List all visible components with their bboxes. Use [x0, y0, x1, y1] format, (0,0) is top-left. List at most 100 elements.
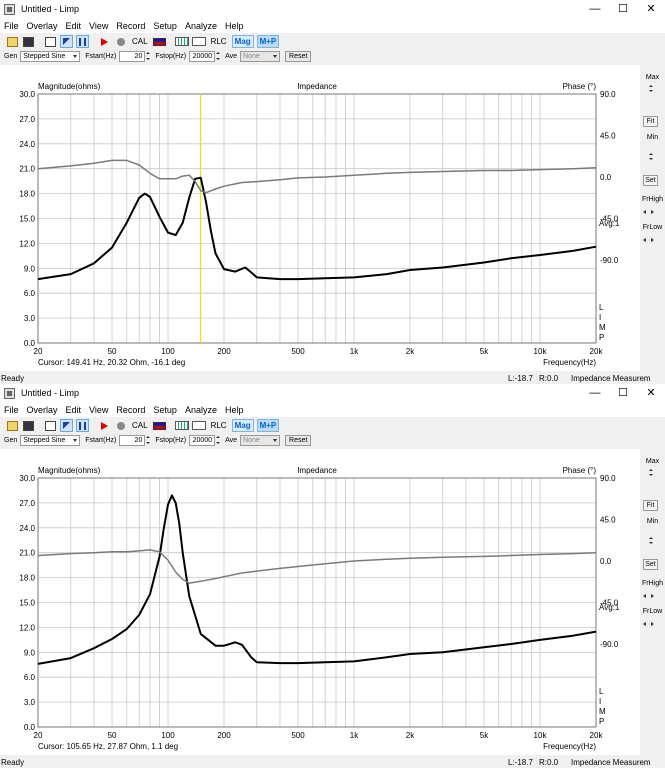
max-spinner[interactable] — [647, 84, 654, 93]
pause-icon[interactable] — [76, 419, 89, 432]
fstop-label: Fstop(Hz) — [155, 436, 187, 444]
title-bar: Untitled - Limp — ☐ ✕ — [0, 0, 665, 18]
ave-select[interactable]: None — [240, 434, 281, 446]
fstop-input[interactable]: 20000 — [189, 50, 216, 62]
menu-view[interactable]: View — [89, 20, 109, 31]
reset-button[interactable]: Reset — [285, 434, 312, 446]
min-label: Min — [646, 518, 659, 525]
fstart-input[interactable]: 20 — [119, 434, 146, 446]
open-icon[interactable] — [6, 419, 19, 432]
cal-button[interactable]: CAL — [132, 421, 148, 430]
mp-button[interactable]: M+P — [256, 419, 280, 432]
flag-icon[interactable] — [152, 35, 166, 48]
menu-edit[interactable]: Edit — [65, 20, 82, 31]
pause-icon[interactable] — [76, 35, 89, 48]
fit-button[interactable]: Fit — [643, 116, 658, 127]
minimize-button[interactable]: — — [589, 3, 601, 15]
close-button[interactable]: ✕ — [646, 387, 656, 399]
record-icon[interactable] — [114, 419, 127, 432]
generator-type-value: Stepped Sine — [23, 436, 66, 444]
menu-record[interactable]: Record — [116, 20, 146, 31]
marker-icon[interactable] — [60, 35, 73, 48]
max-spinner[interactable] — [647, 468, 654, 477]
new-icon[interactable] — [44, 419, 57, 432]
x-tick-label: 20 — [34, 731, 43, 740]
toolbar: CAL RLC Mag M+P — [0, 418, 665, 433]
save-icon[interactable] — [22, 35, 35, 48]
cursor-readout: Cursor: 105.65 Hz, 27.87 Ohm, 1.1 deg — [38, 742, 178, 751]
menu-analyze[interactable]: Analyze — [184, 404, 217, 415]
menu-overlay[interactable]: Overlay — [26, 20, 58, 31]
x-tick-label: 100 — [161, 347, 175, 356]
fstop-spinner[interactable] — [215, 435, 221, 446]
maximize-button[interactable]: ☐ — [618, 3, 628, 15]
mp-button[interactable]: M+P — [256, 35, 280, 48]
y-tick-label: 6.0 — [24, 289, 36, 298]
ave-select[interactable]: None — [240, 50, 281, 62]
fit-button[interactable]: Fit — [643, 500, 658, 511]
close-button[interactable]: ✕ — [646, 3, 656, 15]
fstart-input[interactable]: 20 — [119, 50, 146, 62]
cal-button[interactable]: CAL — [132, 37, 148, 46]
frlow-spinner[interactable] — [641, 619, 656, 628]
rlc-button[interactable]: RLC — [210, 37, 227, 46]
y-tick-label: 3.0 — [24, 314, 36, 323]
fstop-spinner[interactable] — [215, 51, 221, 62]
x-tick-label: 50 — [108, 731, 117, 740]
y-tick-label: 3.0 — [24, 698, 36, 707]
sine-icon[interactable] — [191, 419, 206, 432]
frlow-spinner[interactable] — [641, 235, 656, 244]
frhigh-spinner[interactable] — [641, 591, 656, 600]
waveform-icon[interactable] — [174, 419, 189, 432]
plot-area[interactable]: 0.0 3.0 6.0 9.0 12.0 15.0 18.0 21.0 24.0 27.0 30.0… — [0, 449, 640, 755]
menu-analyze[interactable]: Analyze — [184, 20, 217, 31]
set-button[interactable]: Set — [643, 559, 658, 570]
menu-file[interactable]: File — [4, 404, 19, 415]
menu-setup[interactable]: Setup — [153, 404, 177, 415]
impedance-chart[interactable]: 0.0 3.0 6.0 9.0 12.0 15.0 18.0 21.0 24.0 27.0 30.0… — [0, 65, 640, 371]
minimize-button[interactable]: — — [589, 387, 601, 399]
new-icon[interactable] — [44, 35, 57, 48]
menu-view[interactable]: View — [89, 404, 109, 415]
marker-icon[interactable] — [60, 419, 73, 432]
menu-record[interactable]: Record — [116, 404, 146, 415]
impedance-chart[interactable]: 0.0 3.0 6.0 9.0 12.0 15.0 18.0 21.0 24.0 27.0 30.0… — [0, 449, 640, 755]
fstart-spinner[interactable] — [145, 435, 151, 446]
maximize-button[interactable]: ☐ — [618, 387, 628, 399]
menu-overlay[interactable]: Overlay — [26, 404, 58, 415]
side-label-letter: M — [599, 323, 606, 332]
menu-file[interactable]: File — [4, 20, 19, 31]
y-tick-label: 12.0 — [19, 623, 35, 632]
waveform-icon[interactable] — [174, 35, 189, 48]
mag-button[interactable]: Mag — [231, 35, 254, 48]
rlc-button[interactable]: RLC — [210, 421, 227, 430]
fstop-input[interactable]: 20000 — [189, 434, 216, 446]
record-icon[interactable] — [114, 35, 127, 48]
y-tick-label: 24.0 — [19, 524, 35, 533]
mag-button[interactable]: Mag — [231, 419, 254, 432]
menu-edit[interactable]: Edit — [65, 404, 82, 415]
save-icon[interactable] — [22, 419, 35, 432]
open-icon[interactable] — [6, 35, 19, 48]
min-spinner[interactable] — [647, 152, 654, 161]
flag-icon[interactable] — [152, 419, 166, 432]
play-icon[interactable] — [98, 419, 111, 432]
frhigh-label: FrHigh — [641, 196, 663, 203]
set-button[interactable]: Set — [643, 175, 658, 186]
frhigh-spinner[interactable] — [641, 207, 656, 216]
menu-help[interactable]: Help — [224, 404, 244, 415]
fstart-spinner[interactable] — [145, 51, 151, 62]
menu-help[interactable]: Help — [224, 20, 244, 31]
window-title: Untitled - Limp — [21, 388, 80, 398]
x-tick-label: 50 — [108, 347, 117, 356]
generator-type-select[interactable]: Stepped Sine — [20, 50, 81, 62]
menu-setup[interactable]: Setup — [153, 20, 177, 31]
play-icon[interactable] — [98, 35, 111, 48]
reset-button[interactable]: Reset — [285, 50, 312, 62]
status-mode: Impedance Measurem — [571, 374, 651, 383]
x-tick-label: 1k — [350, 731, 359, 740]
generator-type-select[interactable]: Stepped Sine — [20, 434, 81, 446]
min-spinner[interactable] — [647, 536, 654, 545]
sine-icon[interactable] — [191, 35, 206, 48]
plot-area[interactable]: 0.0 3.0 6.0 9.0 12.0 15.0 18.0 21.0 24.0 27.0 30.0… — [0, 65, 640, 371]
